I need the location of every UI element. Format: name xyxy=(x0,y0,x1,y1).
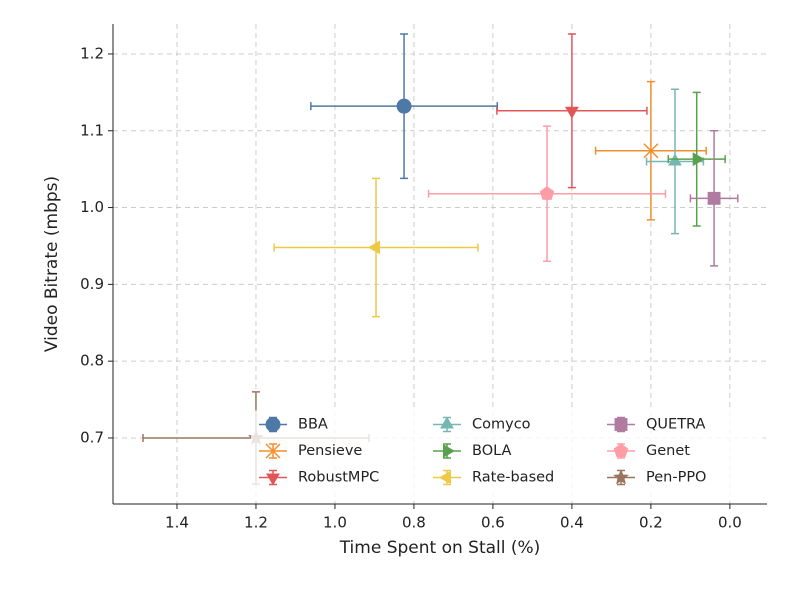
legend-label: BBA xyxy=(298,417,328,433)
y-axis-label: Video Bitrate (mbps) xyxy=(42,176,62,352)
point xyxy=(539,186,555,200)
legend-item: Comyco xyxy=(433,416,531,433)
point xyxy=(368,240,381,255)
legend-marker xyxy=(613,443,629,458)
point xyxy=(396,98,412,114)
legend-label: QUETRA xyxy=(646,417,706,433)
legend-label: RobustMPC xyxy=(298,470,379,486)
legend-box xyxy=(251,410,763,498)
legend-marker xyxy=(443,444,456,458)
x-tick-label: 0.4 xyxy=(560,514,584,532)
legend-item: RobustMPC xyxy=(259,470,379,486)
legend-marker xyxy=(438,470,451,485)
point xyxy=(643,143,659,159)
legend-label: Pensieve xyxy=(298,443,362,459)
x-tick-label: 1.0 xyxy=(323,514,347,532)
legend: BBA Pensieve RobustMPC Comyco BOLA Rate-based… xyxy=(251,410,763,498)
y-tick-label: 0.9 xyxy=(80,275,104,293)
x-tick-label: 0.8 xyxy=(402,514,426,532)
legend-label: Pen-PPO xyxy=(646,470,706,486)
legend-label: Comyco xyxy=(472,417,531,433)
legend-item: Rate-based xyxy=(433,470,554,486)
legend-marker xyxy=(614,418,628,431)
legend-marker xyxy=(265,443,281,459)
legend-label: Genet xyxy=(646,443,690,459)
x-tick-label: 0.6 xyxy=(481,514,505,532)
legend-item: Pen-PPO xyxy=(607,469,706,486)
point xyxy=(692,152,705,167)
y-tick-label: 1.2 xyxy=(80,44,104,62)
legend-marker xyxy=(440,416,454,429)
legend-marker xyxy=(265,417,281,432)
legend-item: Genet xyxy=(607,443,690,459)
legend-label: BOLA xyxy=(472,443,512,459)
point xyxy=(707,191,721,205)
y-tick-label: 0.8 xyxy=(80,352,104,370)
x-tick-label: 0.0 xyxy=(718,514,742,532)
legend-marker xyxy=(266,473,280,486)
y-tick-label: 1.1 xyxy=(80,121,104,139)
legend-item: BOLA xyxy=(433,443,512,459)
legend-item: Pensieve xyxy=(259,443,362,459)
legend-marker xyxy=(613,469,629,485)
x-tick-label: 0.2 xyxy=(639,514,663,532)
y-tick-label: 0.7 xyxy=(80,428,104,446)
point xyxy=(564,106,579,119)
x-axis-label: Time Spent on Stall (%) xyxy=(339,538,541,558)
x-tick-label: 1.4 xyxy=(165,514,189,532)
legend-label: Rate-based xyxy=(472,470,554,486)
legend-item: BBA xyxy=(259,417,328,433)
x-tick-label: 1.2 xyxy=(244,514,268,532)
legend-item: QUETRA xyxy=(607,417,706,433)
y-tick-label: 1.0 xyxy=(80,198,104,216)
